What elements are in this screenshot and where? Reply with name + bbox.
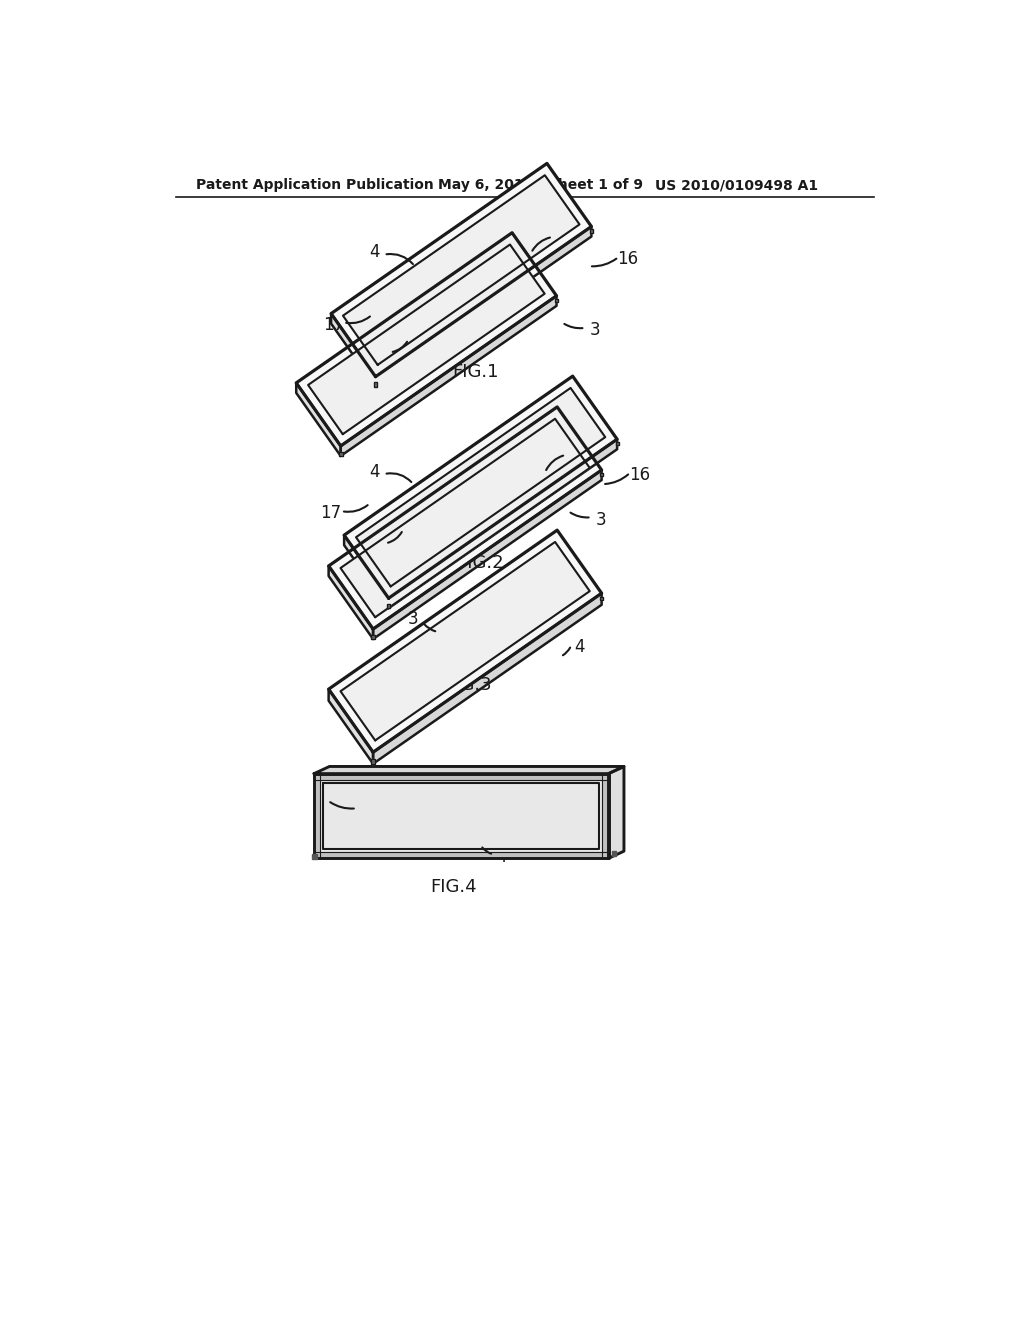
Text: FIG.2: FIG.2 — [458, 553, 504, 572]
Polygon shape — [331, 314, 376, 387]
Polygon shape — [314, 774, 608, 858]
Text: 16: 16 — [617, 249, 638, 268]
Polygon shape — [314, 767, 624, 774]
Polygon shape — [296, 232, 512, 383]
Text: 16: 16 — [366, 537, 387, 554]
Polygon shape — [388, 440, 617, 609]
Polygon shape — [296, 383, 341, 446]
Polygon shape — [372, 759, 375, 764]
Polygon shape — [308, 244, 545, 434]
Polygon shape — [376, 227, 592, 387]
Polygon shape — [373, 470, 602, 639]
Polygon shape — [557, 531, 602, 593]
Polygon shape — [314, 774, 321, 858]
Polygon shape — [329, 689, 373, 764]
Polygon shape — [388, 440, 617, 598]
Text: 3: 3 — [408, 610, 419, 628]
Text: US 2010/0109498 A1: US 2010/0109498 A1 — [655, 178, 818, 193]
Polygon shape — [329, 689, 373, 752]
Polygon shape — [387, 605, 390, 609]
Text: May 6, 2010   Sheet 1 of 9: May 6, 2010 Sheet 1 of 9 — [438, 178, 643, 193]
Polygon shape — [329, 531, 557, 689]
Text: 4: 4 — [497, 847, 507, 866]
Polygon shape — [331, 164, 592, 376]
Polygon shape — [329, 407, 557, 566]
Polygon shape — [557, 407, 602, 470]
Polygon shape — [343, 176, 580, 364]
Polygon shape — [324, 783, 599, 849]
Polygon shape — [612, 851, 616, 857]
Text: Patent Application Publication: Patent Application Publication — [197, 178, 434, 193]
Text: FIG.4: FIG.4 — [430, 878, 477, 896]
Polygon shape — [329, 407, 602, 630]
Polygon shape — [329, 531, 602, 752]
Polygon shape — [314, 853, 608, 858]
Polygon shape — [372, 635, 375, 639]
Text: 3: 3 — [595, 511, 606, 528]
Text: 17: 17 — [564, 442, 586, 461]
Text: 17: 17 — [552, 224, 572, 243]
Polygon shape — [373, 593, 602, 764]
Polygon shape — [555, 298, 558, 302]
Polygon shape — [341, 418, 590, 618]
Polygon shape — [344, 535, 388, 609]
Polygon shape — [608, 767, 624, 858]
Polygon shape — [341, 543, 590, 741]
Polygon shape — [314, 774, 608, 780]
Polygon shape — [374, 383, 378, 387]
Polygon shape — [344, 376, 572, 535]
Text: FIG.3: FIG.3 — [445, 676, 493, 694]
Polygon shape — [572, 376, 617, 440]
Text: 16: 16 — [629, 466, 650, 484]
Text: 16: 16 — [370, 346, 391, 364]
Text: 3: 3 — [589, 321, 600, 339]
Polygon shape — [356, 388, 605, 586]
Text: 4: 4 — [370, 463, 380, 480]
Polygon shape — [331, 164, 547, 314]
Polygon shape — [344, 376, 617, 598]
Polygon shape — [329, 566, 373, 639]
Text: 3: 3 — [313, 789, 324, 808]
Text: 4: 4 — [573, 639, 585, 656]
Polygon shape — [331, 314, 376, 376]
Text: 17: 17 — [321, 504, 342, 523]
Polygon shape — [590, 230, 593, 232]
Polygon shape — [512, 232, 556, 296]
Polygon shape — [341, 296, 556, 455]
Polygon shape — [311, 854, 317, 859]
Polygon shape — [296, 383, 341, 455]
Polygon shape — [341, 296, 556, 446]
Polygon shape — [296, 232, 556, 446]
Polygon shape — [600, 473, 603, 477]
Polygon shape — [376, 227, 592, 376]
Polygon shape — [615, 442, 618, 445]
Polygon shape — [547, 164, 592, 227]
Polygon shape — [600, 597, 603, 601]
Polygon shape — [344, 535, 388, 598]
Text: 17: 17 — [323, 315, 344, 334]
Text: 4: 4 — [370, 243, 380, 261]
Text: FIG.1: FIG.1 — [452, 363, 499, 381]
Polygon shape — [602, 774, 608, 858]
Polygon shape — [373, 470, 602, 630]
Polygon shape — [329, 566, 373, 630]
Polygon shape — [373, 593, 602, 752]
Polygon shape — [339, 451, 343, 455]
